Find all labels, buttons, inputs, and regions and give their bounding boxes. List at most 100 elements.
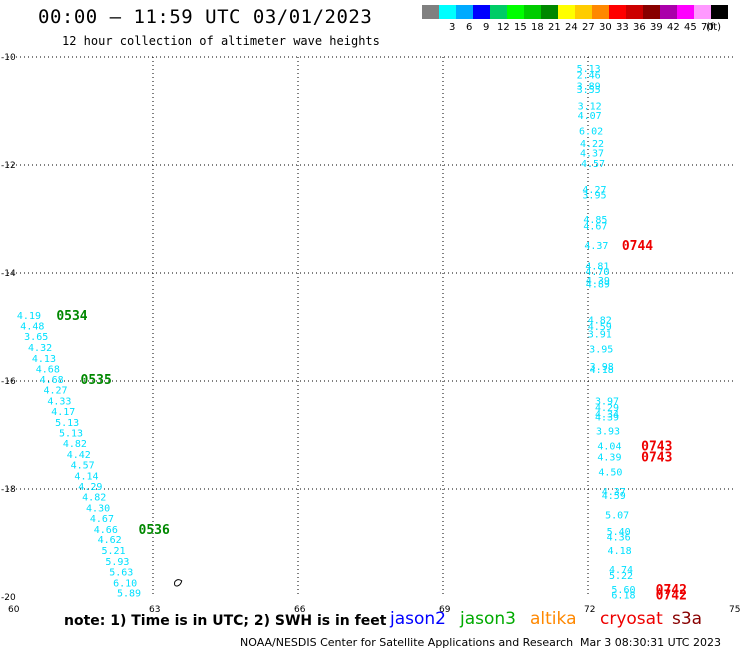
x-tick-label: 63 <box>149 605 160 612</box>
scale-swatch <box>456 5 473 19</box>
scale-swatch <box>575 5 592 19</box>
swh-value: 4.42 <box>67 450 91 461</box>
scale-swatch <box>422 5 439 19</box>
scale-swatch <box>643 5 660 19</box>
scale-swatch <box>660 5 677 19</box>
swh-value: 4.89 <box>586 279 610 290</box>
swh-value: 3.89 <box>577 82 601 93</box>
scale-label: 33 <box>616 22 629 33</box>
x-tick-label: 72 <box>584 605 595 612</box>
swh-value: 6.02 <box>579 126 603 137</box>
pass-time-label: 0536 <box>139 523 170 538</box>
swh-value: 4.37 <box>584 241 608 252</box>
swh-value: 4.48 <box>20 321 44 332</box>
swh-value: 4.34 <box>595 409 619 420</box>
scale-label: 70 <box>701 22 714 33</box>
swh-value: 4.33 <box>47 396 71 407</box>
swh-value: 5.13 <box>577 64 601 75</box>
scale-swatch <box>558 5 575 19</box>
swh-value: 4.27 <box>44 386 68 397</box>
swh-value: 3.97 <box>595 396 619 407</box>
pass-time-label: 0743 <box>641 439 672 454</box>
swh-value: 4.39 <box>597 453 621 464</box>
scale-swatch <box>439 5 456 19</box>
swh-value: 3.95 <box>582 191 606 202</box>
y-tick-label: -20 <box>1 593 16 603</box>
satellite-label: altika <box>530 609 577 629</box>
swh-value: 4.37 <box>580 149 604 160</box>
scale-label: 18 <box>531 22 544 33</box>
swh-value: 5.63 <box>109 568 133 579</box>
island-outline <box>174 579 183 587</box>
swh-value: 5.13 <box>55 418 79 429</box>
swh-value: 4.19 <box>17 311 41 322</box>
swh-value: 4.59 <box>588 322 612 333</box>
swh-value: 4.29 <box>78 482 102 493</box>
swh-value: 4.68 <box>40 375 64 386</box>
scale-label: 15 <box>514 22 527 33</box>
swh-value: 3.98 <box>590 362 614 373</box>
swh-value: 4.82 <box>588 315 612 326</box>
swh-value: 3.12 <box>578 102 602 113</box>
credit-text: NOAA/NESDIS Center for Satellite Applica… <box>240 636 574 649</box>
scale-swatch <box>507 5 524 19</box>
x-tick-label: 66 <box>294 605 306 612</box>
page-title: 00:00 – 11:59 UTC 03/01/2023 <box>38 6 373 28</box>
pass-time-label: 0744 <box>622 239 653 254</box>
swh-value: 5.22 <box>609 571 633 582</box>
scale-swatch <box>609 5 626 19</box>
swh-value: 5.07 <box>605 510 629 521</box>
pass-time-label: 0743 <box>641 451 672 466</box>
swh-value: 4.18 <box>590 365 614 376</box>
swh-value: 4.13 <box>32 354 56 365</box>
swh-value: 4.66 <box>94 525 118 536</box>
swh-value: 4.39 <box>586 276 610 287</box>
scale-swatch <box>490 5 507 19</box>
scale-label: 21 <box>548 22 561 33</box>
y-tick-label: -10 <box>1 53 16 63</box>
swh-value: 4.59 <box>602 491 626 502</box>
y-tick-label: -14 <box>1 269 16 279</box>
swh-value: 3.65 <box>24 332 48 343</box>
scale-label: 24 <box>565 22 578 33</box>
swh-value: 4.22 <box>580 139 604 150</box>
wave-height-chart: 60 63 66 69 72 75-10-12-14-16-18-204.194.483.… <box>1 53 740 612</box>
generated-timestamp: Mar 3 08:30:31 UTC 2023 <box>580 636 721 649</box>
swh-value: 4.67 <box>583 221 607 232</box>
x-tick-label: 60 <box>8 605 20 612</box>
swh-value: 4.30 <box>86 503 110 514</box>
swh-value: 4.74 <box>609 565 633 576</box>
scale-swatch <box>711 5 728 19</box>
swh-value: 4.85 <box>583 215 607 226</box>
scale-label: 39 <box>650 22 663 33</box>
scale-label: 27 <box>582 22 595 33</box>
swh-value: 4.67 <box>90 514 114 525</box>
scale-label: 42 <box>667 22 680 33</box>
satellite-label: jason2 <box>390 609 446 629</box>
swh-value: 4.39 <box>595 413 619 424</box>
scale-label: 30 <box>599 22 612 33</box>
swh-value: 5.21 <box>102 546 126 557</box>
pass-time-label: 0742 <box>656 583 687 598</box>
scale-label: 6 <box>466 22 473 33</box>
swh-value: 4.37 <box>602 487 626 498</box>
pass-time-label: 0535 <box>81 373 112 388</box>
swh-value: 5.40 <box>607 527 631 538</box>
swh-value: 3.91 <box>588 329 612 340</box>
swh-value: 4.70 <box>585 267 609 278</box>
swh-value: 4.07 <box>578 111 602 122</box>
swh-value: 6.10 <box>113 578 137 589</box>
scale-unit: (ft) <box>706 22 722 33</box>
satellite-label: s3a <box>672 609 703 629</box>
swh-value: 3.93 <box>596 427 620 438</box>
scale-label: 36 <box>633 22 646 33</box>
scale-swatch <box>677 5 694 19</box>
swh-value: 4.32 <box>28 343 52 354</box>
swh-value: 4.17 <box>51 407 75 418</box>
y-tick-label: -18 <box>1 485 16 495</box>
footer-note: note: 1) Time is in UTC; 2) SWH is in fe… <box>64 613 387 629</box>
swh-value: 5.13 <box>59 428 83 439</box>
scale-swatch <box>694 5 711 19</box>
y-tick-label: -16 <box>1 377 16 387</box>
swh-value: 3.55 <box>577 85 601 96</box>
